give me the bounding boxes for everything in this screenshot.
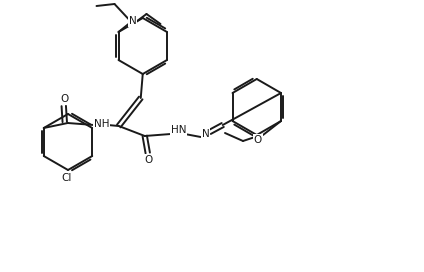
Text: NH: NH — [94, 119, 109, 129]
Text: O: O — [145, 155, 153, 165]
Text: HN: HN — [171, 125, 187, 135]
Text: N: N — [128, 16, 137, 26]
Text: O: O — [61, 94, 69, 104]
Text: Cl: Cl — [62, 173, 72, 183]
Text: N: N — [202, 129, 209, 139]
Text: O: O — [254, 135, 262, 145]
